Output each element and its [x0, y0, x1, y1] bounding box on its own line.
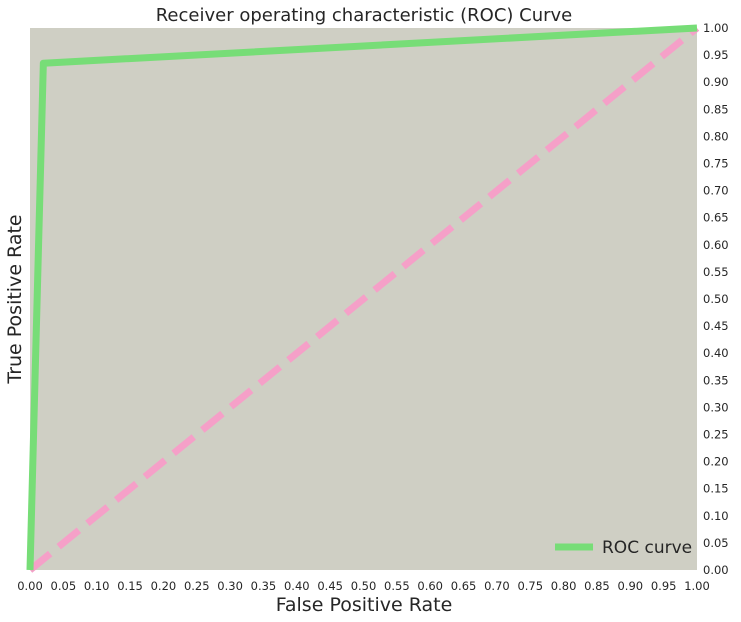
x-tick-label: 0.90 — [617, 579, 643, 593]
y-tick-label: 0.60 — [703, 238, 729, 252]
x-tick-label: 0.30 — [217, 579, 243, 593]
x-tick-label: 0.20 — [151, 579, 177, 593]
y-tick-label: 0.45 — [703, 319, 729, 333]
x-axis-label: False Positive Rate — [276, 594, 453, 616]
y-tick-label: 0.00 — [703, 563, 729, 577]
x-axis-ticks: 0.00 0.05 0.10 0.15 0.20 0.25 0.30 0.35 0.40 0.45… — [17, 579, 710, 593]
y-axis-label: True Positive Rate — [4, 214, 26, 384]
y-tick-label: 1.00 — [703, 21, 729, 35]
x-tick-label: 0.40 — [284, 579, 310, 593]
series-layer — [26, 24, 700, 573]
x-tick-label: 0.60 — [417, 579, 443, 593]
x-tick-label: 0.95 — [651, 579, 677, 593]
x-tick-label: 0.75 — [517, 579, 543, 593]
y-tick-label: 0.55 — [703, 265, 729, 279]
x-tick-label: 0.85 — [584, 579, 610, 593]
y-tick-label: 0.95 — [703, 48, 729, 62]
y-tick-label: 0.85 — [703, 102, 729, 116]
y-tick-label: 0.35 — [703, 373, 729, 387]
x-tick-label: 0.05 — [51, 579, 77, 593]
y-tick-label: 0.25 — [703, 428, 729, 442]
diagonal-reference-line — [27, 25, 700, 573]
x-tick-label: 0.50 — [351, 579, 377, 593]
x-tick-label: 0.35 — [251, 579, 277, 593]
y-axis-ticks: 0.00 0.05 0.10 0.15 0.20 0.25 0.30 0.35 0.40 0.45… — [703, 21, 729, 577]
x-tick-label: 0.15 — [117, 579, 143, 593]
roc-curve-line — [26, 24, 698, 571]
y-tick-label: 0.75 — [703, 157, 729, 171]
x-tick-label: 0.10 — [84, 579, 110, 593]
legend-label-roc-curve: ROC curve — [602, 538, 692, 558]
y-tick-label: 0.90 — [703, 75, 729, 89]
x-tick-label: 0.00 — [17, 579, 43, 593]
y-tick-label: 0.50 — [703, 292, 729, 306]
y-tick-label: 0.65 — [703, 211, 729, 225]
y-tick-label: 0.70 — [703, 184, 729, 198]
chart-title: Receiver operating characteristic (ROC) … — [156, 5, 573, 26]
x-tick-label: 1.00 — [684, 579, 710, 593]
x-tick-label: 0.55 — [384, 579, 410, 593]
y-tick-label: 0.30 — [703, 400, 729, 414]
x-tick-label: 0.25 — [184, 579, 210, 593]
y-tick-label: 0.80 — [703, 129, 729, 143]
y-tick-label: 0.15 — [703, 482, 729, 496]
y-tick-label: 0.05 — [703, 536, 729, 550]
x-tick-label: 0.70 — [484, 579, 510, 593]
x-tick-label: 0.80 — [551, 579, 577, 593]
y-tick-label: 0.20 — [703, 455, 729, 469]
y-tick-label: 0.40 — [703, 346, 729, 360]
x-tick-label: 0.45 — [317, 579, 343, 593]
y-tick-label: 0.10 — [703, 509, 729, 523]
x-tick-label: 0.65 — [451, 579, 477, 593]
legend: ROC curve — [555, 538, 692, 558]
